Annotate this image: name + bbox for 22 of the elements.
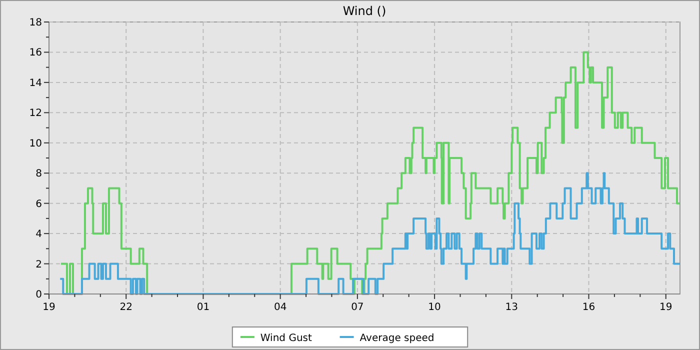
x-tick-label: 01 — [196, 302, 210, 313]
x-tick-label: 22 — [120, 302, 132, 313]
x-tick-label: 13 — [505, 302, 518, 313]
y-tick-label: 16 — [29, 48, 42, 59]
x-tick-label: 19 — [659, 302, 672, 313]
y-tick-label: 12 — [29, 108, 42, 120]
chart-title: Wind () — [342, 4, 386, 18]
x-tick-label: 04 — [274, 302, 287, 313]
y-tick-label: 8 — [36, 168, 42, 180]
legend-label: Average speed — [360, 333, 434, 344]
legend-label: Wind Gust — [260, 333, 312, 344]
x-tick-label: 10 — [428, 302, 441, 313]
y-tick-label: 2 — [36, 259, 42, 270]
x-tick-label: 19 — [42, 302, 56, 313]
y-tick-label: 6 — [36, 198, 42, 210]
y-tick-label: 4 — [36, 229, 42, 240]
y-tick-label: 10 — [29, 138, 42, 150]
x-tick-label: 16 — [582, 302, 596, 313]
y-tick-label: 0 — [36, 290, 42, 300]
y-tick-label: 14 — [29, 78, 42, 89]
y-tick-label: 18 — [29, 18, 42, 28]
x-tick-label: 07 — [351, 302, 364, 313]
